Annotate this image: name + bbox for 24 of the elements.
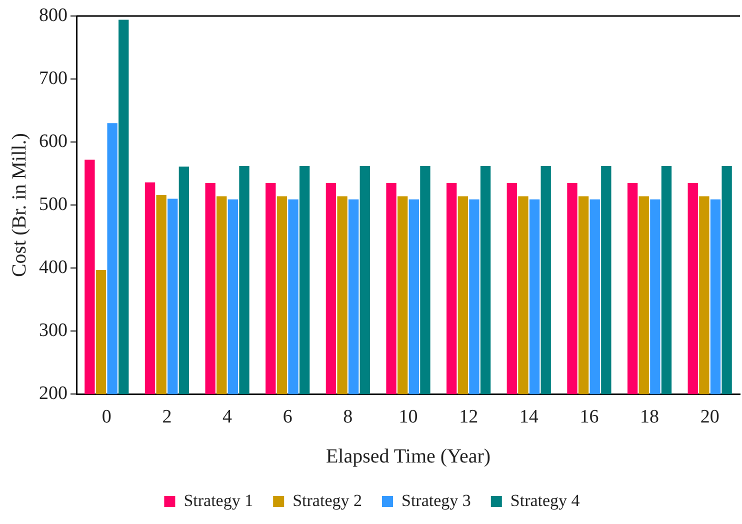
x-tick-label: 4: [222, 406, 233, 428]
y-tick-label: 200: [39, 383, 68, 404]
x-tick-label: 10: [398, 406, 418, 428]
x-tick-label: 20: [700, 406, 720, 428]
y-tick-label: 500: [39, 194, 68, 216]
x-tick-label: 14: [519, 406, 539, 428]
legend-label: Strategy 4: [510, 490, 580, 510]
legend-label: Strategy 2: [292, 490, 362, 510]
legend-label: Strategy 1: [184, 490, 254, 510]
y-tick-label: 600: [39, 131, 68, 152]
x-tick-label: 2: [162, 406, 172, 428]
y-tick-label: 700: [39, 68, 68, 90]
y-tick-label: 800: [39, 4, 68, 26]
x-axis-title: Elapsed Time (Year): [326, 445, 491, 468]
x-tick-label: 6: [282, 406, 292, 428]
x-tick-label: 8: [343, 406, 353, 428]
x-tick-label: 12: [459, 406, 478, 428]
legend-label: Strategy 3: [402, 490, 471, 510]
x-tick-label: 18: [640, 406, 660, 428]
y-axis-title: Cost (Br. in Mill.): [8, 133, 30, 278]
x-tick-label: 16: [580, 406, 599, 428]
x-tick-label: 0: [102, 406, 112, 428]
y-tick-label: 300: [39, 320, 68, 342]
y-tick-label: 400: [39, 257, 68, 278]
